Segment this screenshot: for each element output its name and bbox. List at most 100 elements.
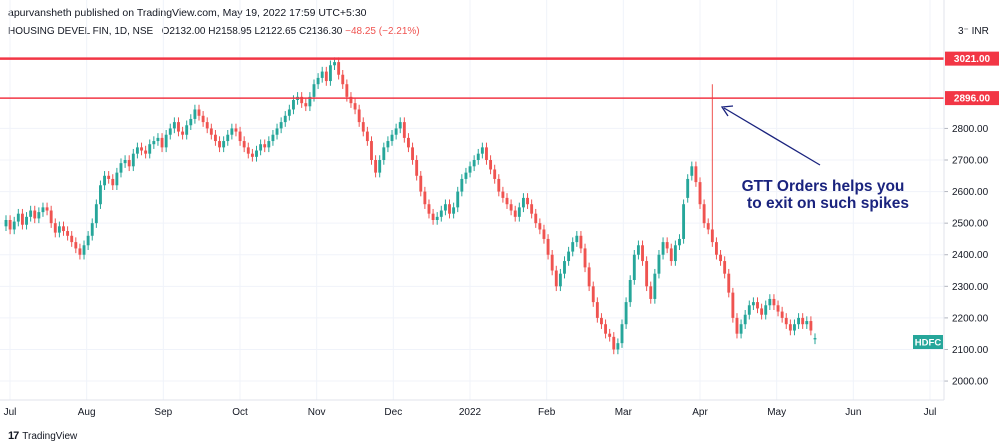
candle-body	[275, 128, 279, 135]
candle-body	[600, 317, 603, 325]
candle-body	[246, 147, 250, 154]
candle-body	[238, 131, 242, 142]
y-tick-label: 2700.00	[952, 156, 989, 167]
candle-body	[82, 245, 86, 255]
candle-body	[119, 163, 123, 173]
published-info: apurvansheth published on TradingView.co…	[8, 7, 367, 19]
time-axis: Jul Aug Sep Oct Nov Dec 2022 Feb Mar Apr May Jun Jul	[4, 407, 937, 418]
x-tick-label: Apr	[692, 407, 708, 418]
candle-body	[250, 153, 254, 157]
candle-body	[135, 147, 139, 154]
candle-body	[29, 210, 33, 217]
candle-body	[402, 122, 406, 138]
candle-body	[103, 175, 106, 186]
candle-body	[431, 213, 435, 220]
y-tick-label: 2300.00	[952, 282, 989, 293]
annotation-line-1: GTT Orders helps you	[742, 178, 905, 195]
candle-body	[501, 191, 505, 198]
candle-body	[448, 204, 451, 214]
candle-body	[242, 141, 246, 148]
candle-body	[234, 128, 238, 132]
candle-body	[361, 122, 365, 132]
high-value: 2158.95	[215, 26, 252, 37]
x-tick-label: Aug	[78, 407, 96, 418]
candle-body	[624, 302, 628, 325]
candle-body	[682, 204, 686, 239]
candle-body	[702, 204, 706, 224]
y-tick-label: 2800.00	[952, 124, 989, 135]
x-tick-label: May	[767, 407, 786, 418]
candle-body	[747, 305, 751, 315]
candle-body	[370, 141, 373, 160]
candle-body	[415, 160, 419, 176]
candle-body	[517, 207, 521, 217]
candle-body	[719, 254, 722, 262]
candle-body	[394, 128, 398, 135]
candle-body	[411, 147, 414, 160]
candle-body	[587, 267, 591, 287]
x-tick-label: Feb	[538, 407, 556, 418]
resistance-label: 2896.00	[954, 94, 991, 105]
x-tick-label: Oct	[232, 407, 248, 418]
candle-body	[201, 115, 205, 123]
currency-label[interactable]: 3⁻ INR	[958, 26, 989, 37]
candle-body	[710, 229, 714, 243]
candle-body	[546, 238, 550, 255]
candle-body	[472, 160, 476, 167]
candle-body	[168, 128, 172, 135]
candle-body	[193, 109, 197, 119]
symbol-badge	[913, 335, 943, 349]
tradingview-brand[interactable]: 17 TradingView	[8, 430, 77, 442]
candle-body	[267, 141, 271, 148]
candle-body	[20, 213, 24, 225]
candle-body	[468, 166, 472, 173]
candle-body	[90, 223, 94, 236]
y-tick-label: 2500.00	[952, 219, 989, 230]
candle-body	[423, 191, 427, 205]
candle-body	[197, 109, 201, 116]
candle-body	[661, 242, 665, 255]
candle-body	[563, 261, 566, 274]
candle-body	[809, 321, 813, 331]
candle-body	[653, 273, 657, 299]
candle-body	[185, 125, 189, 135]
candle-body	[172, 122, 176, 129]
symbol-name[interactable]: HOUSING DEVEL FIN, 1D, NSE	[8, 26, 154, 37]
candle-body	[226, 134, 230, 142]
candle-body	[505, 197, 509, 205]
candle-body	[575, 235, 579, 243]
candle-body	[357, 109, 361, 123]
candle-body	[123, 160, 127, 164]
candle-body	[780, 311, 784, 318]
candle-body	[189, 118, 193, 126]
resistance-label-bg	[945, 91, 999, 106]
candle-body	[222, 141, 226, 148]
candle-body	[283, 115, 287, 123]
candle-body	[805, 321, 809, 325]
candle-body	[99, 185, 102, 205]
resistance-label: 3021.00	[954, 54, 991, 65]
candle-body	[657, 254, 661, 274]
candle-body	[460, 178, 464, 192]
candle-body	[66, 231, 70, 236]
candle-body	[558, 273, 562, 287]
candle-body	[33, 210, 37, 219]
candle-body	[476, 153, 480, 160]
candle-body	[735, 317, 739, 334]
candle-body	[591, 286, 595, 303]
candle-body	[271, 134, 275, 142]
change-value: −48.25 (−2.21%)	[345, 26, 420, 37]
open-value: 2132.00	[169, 26, 206, 37]
candle-body	[542, 229, 546, 239]
candle-body	[694, 166, 698, 183]
candle-body	[107, 175, 111, 179]
candle-body	[345, 84, 349, 97]
candle-body	[452, 207, 456, 214]
candle-body	[797, 317, 801, 325]
candle-body	[731, 292, 735, 318]
candle-body	[530, 204, 534, 214]
candle-body	[74, 242, 78, 249]
candle-body	[538, 223, 542, 230]
candle-body	[636, 245, 640, 255]
